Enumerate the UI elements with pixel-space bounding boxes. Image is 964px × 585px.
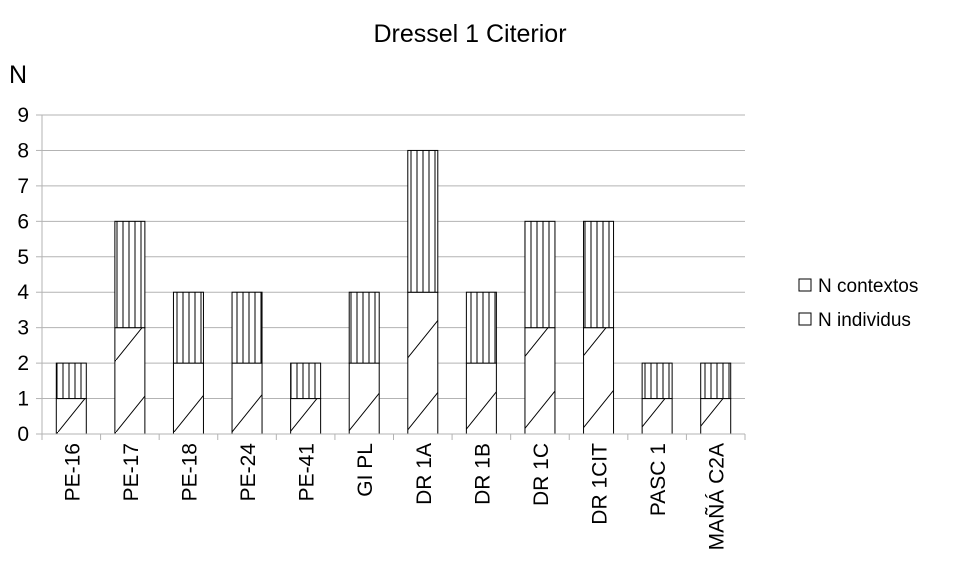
bar-segment [524, 327, 556, 435]
bar-segment [524, 220, 556, 329]
legend-swatch-contextos [798, 278, 812, 292]
y-tick-labels: 0 1 2 3 4 5 6 7 8 9 [17, 104, 29, 446]
bar-segment [290, 398, 322, 435]
legend-swatch-individus [798, 312, 812, 326]
x-tick-label: DR 1A [413, 443, 436, 505]
bar-segment [641, 398, 673, 435]
y-tick-label: 9 [17, 104, 29, 127]
bar-segment [583, 220, 615, 329]
bar-segment [172, 362, 204, 435]
gridlines [36, 114, 745, 435]
bar-segment [55, 398, 87, 435]
bar-segment [465, 362, 497, 435]
legend-label-contextos: N contextos [818, 276, 918, 297]
legend: N contextos N individus [798, 276, 918, 331]
x-tick-label: GI PL [354, 443, 377, 497]
x-tick-label: DR 1C [530, 443, 553, 506]
y-tick-label: 7 [17, 175, 29, 198]
x-tick-label: DR 1CIT [589, 443, 612, 525]
bar-segment [700, 398, 732, 435]
bar-segment [290, 362, 322, 400]
y-tick-label: 5 [17, 246, 29, 269]
bars [55, 149, 732, 435]
x-tick-label: PE-18 [178, 443, 201, 501]
bar-segment [465, 291, 497, 364]
x-tick-label: PE-17 [120, 443, 143, 501]
y-axis-label: N [9, 61, 27, 89]
y-tick-label: 4 [17, 281, 29, 304]
x-tick-label: DR 1B [471, 443, 494, 505]
x-tick-label: MAÑÁ C2A [705, 443, 729, 550]
x-tick-label: PE-16 [61, 443, 84, 501]
bar-segment [348, 291, 380, 364]
bar-segment [407, 149, 439, 293]
bar-segment [55, 362, 87, 400]
bar-segment [114, 327, 146, 435]
bar-segment [172, 291, 204, 364]
y-tick-label: 6 [17, 210, 29, 233]
x-tick-label: PE-41 [296, 443, 319, 501]
chart-title: Dressel 1 Citerior [373, 20, 566, 48]
bar-segment [231, 362, 263, 435]
legend-label-individus: N individus [818, 310, 911, 331]
y-tick-label: 1 [17, 388, 29, 411]
x-tick-labels: PE-16 PE-17 PE-18 PE-24 PE-41 GI PL DR 1A DR 1B… [61, 443, 728, 551]
bar-segment [641, 362, 673, 400]
x-tick-label: PE-24 [237, 443, 260, 502]
bar-segment [231, 291, 263, 364]
bar-segment [407, 291, 439, 435]
axes [41, 115, 746, 440]
x-tick-label: PASC 1 [647, 443, 670, 516]
y-tick-label: 8 [17, 139, 29, 162]
y-tick-label: 3 [17, 317, 29, 340]
bar-segment [114, 220, 146, 329]
bar-segment [348, 362, 380, 435]
bar-segment [583, 327, 615, 435]
y-tick-label: 2 [17, 352, 29, 375]
y-tick-label: 0 [17, 423, 29, 446]
bar-segment [700, 362, 732, 400]
